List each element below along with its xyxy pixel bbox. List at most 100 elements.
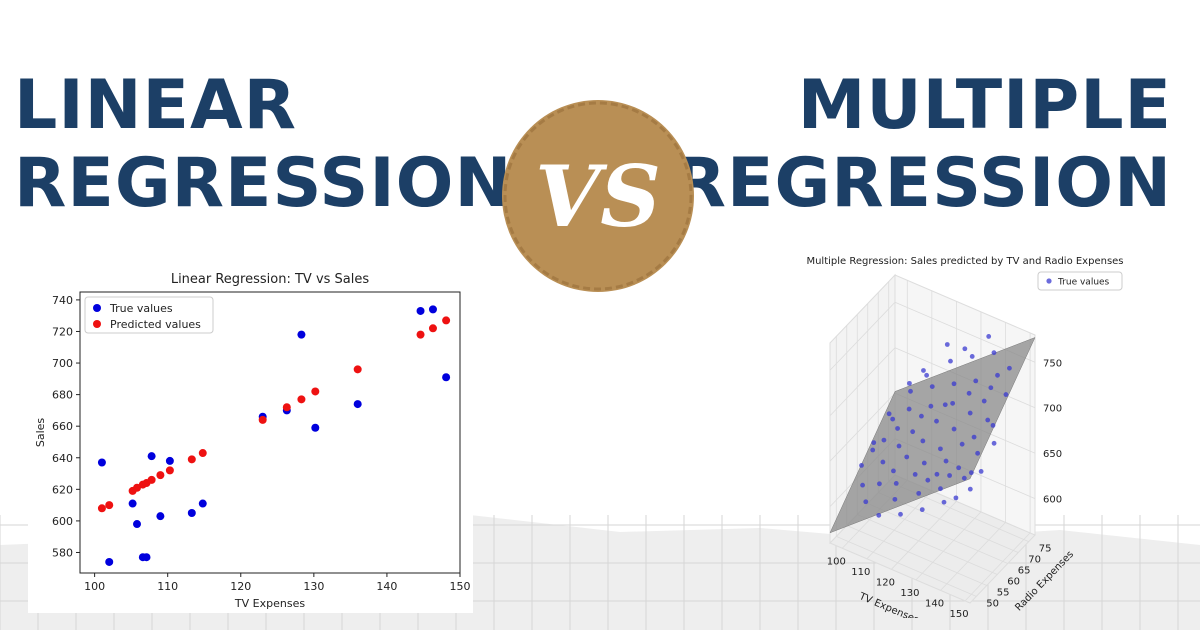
true-value-point [896,443,902,449]
true-value-point [860,482,865,488]
true-value-point [962,346,968,352]
true-value-point [142,553,151,562]
true-value-point [877,481,882,487]
floor-grid-line [964,532,1031,602]
predicted-value-point [165,466,174,475]
plot-frame [79,291,461,574]
x-tick-label: 140 [925,598,944,609]
true-value-point [947,473,952,478]
true-value-point [941,499,947,505]
predicted-value-point [416,330,425,339]
true-value-point [893,480,899,486]
true-value-point [919,507,925,513]
true-value-point [921,368,926,373]
y-tick-label: 660 [52,420,73,433]
y-tick-label: 75 [1039,544,1052,555]
true-value-point [890,416,896,422]
y-axis-label: Sales [34,418,47,448]
true-value-point [953,495,959,501]
headline-linear: LINEAR [14,66,297,145]
predicted-value-point [187,455,196,464]
true-value-point [968,470,974,476]
true-value-point [995,372,1000,378]
predicted-value-point [311,387,320,396]
true-value-point [428,305,437,314]
true-value-point [928,403,934,409]
y-tick-label: 620 [52,483,73,496]
predicted-value-point [282,403,291,412]
legend-marker [93,320,101,328]
true-value-point [969,354,975,359]
z-tick-label: 600 [1043,495,1062,506]
true-value-point [416,306,425,315]
true-value-point [919,413,924,419]
true-value-point [133,520,141,529]
legend-label: Predicted values [110,318,201,331]
predicted-value-point [442,316,451,325]
true-value-point [311,423,320,432]
z-tick-label: 650 [1043,449,1062,460]
true-value-point [961,475,967,481]
true-value-point [906,406,912,412]
true-value-point [898,511,903,517]
y-tick-label: 640 [52,452,73,465]
y-tick-label: 60 [1007,576,1020,587]
headline-regression-left: REGRESSION [14,144,513,223]
back-grid-line [829,347,896,417]
true-value-point [934,471,940,477]
x-tick-label: 130 [303,580,324,593]
true-value-point [870,447,876,453]
true-value-point [975,450,981,456]
true-value-point [910,429,916,435]
legend-label: True values [109,302,173,315]
y-tick-label: 740 [52,294,73,307]
true-value-point [198,499,207,508]
legend-marker [93,304,101,312]
floor-grid-line [857,514,998,575]
predicted-value-point [97,504,106,513]
legend-box [1037,271,1123,291]
x-tick-label: 110 [157,580,178,593]
y-tick-label: 70 [1028,555,1041,566]
true-value-point [942,402,948,408]
headline-regression-right: REGRESSION [673,144,1172,223]
true-value-point [978,468,984,474]
floor-grid-line [940,522,1006,591]
floor-grid-line [867,503,1008,564]
y-tick-label: 600 [52,515,73,528]
z-tick-label: 700 [1043,404,1062,415]
y-tick-label: 680 [52,389,73,402]
true-value-point [863,499,869,505]
y-axis-label: Radio Expenses [1013,549,1076,613]
true-value-point [128,499,137,508]
floor-grid-line [846,525,987,586]
predicted-value-point [428,324,437,333]
true-value-point [904,454,910,460]
true-value-point [156,512,165,521]
predicted-value-point [258,415,267,424]
true-value-point [871,440,877,446]
true-value-point [981,398,987,404]
true-value-point [442,373,451,382]
predicted-value-point [198,449,207,458]
vs-text: VS [535,147,661,246]
vs-badge-circle [502,100,694,292]
x-tick-label: 100 [827,556,846,567]
vs-badge-rough-edge [503,101,693,291]
true-value-point [943,458,949,464]
multiple-regression-chart: Multiple Regression: Sales predicted by … [806,256,1123,618]
true-value-point [876,512,882,518]
true-value-point [967,486,973,492]
x-tick-label: 150 [450,580,471,593]
floor-grid-line [915,511,982,581]
true-value-point [951,426,957,432]
legend-marker [1046,278,1052,284]
x-tick-label: 100 [84,580,105,593]
true-value-point [912,472,918,477]
x-tick-label: 120 [876,577,895,588]
predicted-value-point [147,475,156,484]
floor-grid-line [891,501,957,570]
predicted-value-point [353,365,362,374]
predicted-value-point [105,501,114,510]
true-value-point [105,557,114,566]
